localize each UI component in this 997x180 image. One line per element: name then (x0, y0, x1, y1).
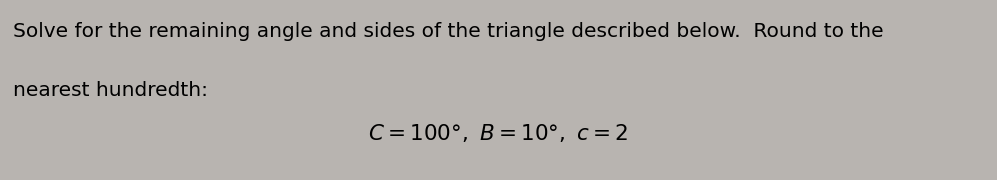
Text: nearest hundredth:: nearest hundredth: (13, 81, 208, 100)
Text: Solve for the remaining angle and sides of the triangle described below.  Round : Solve for the remaining angle and sides … (13, 22, 883, 41)
Text: $C = 100°,\ B = 10°,\ c = 2$: $C = 100°,\ B = 10°,\ c = 2$ (368, 122, 629, 144)
